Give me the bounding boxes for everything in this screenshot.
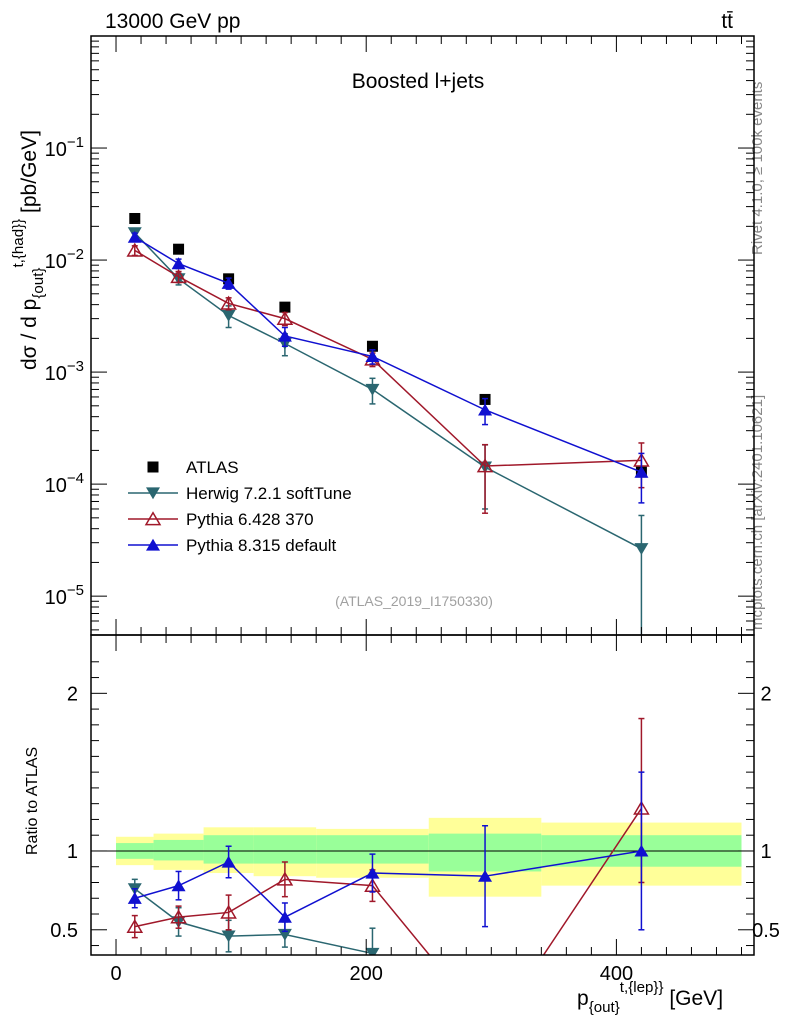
ratio-point: [277, 928, 292, 941]
uncertainty-band-inner: [153, 839, 204, 861]
legend-label: Herwig 7.2.1 softTune: [186, 484, 352, 503]
ratio-point: [127, 891, 142, 904]
y-tick-label: 10−4: [45, 470, 84, 497]
series-atlas: [129, 212, 647, 478]
data-point: [279, 301, 291, 313]
legend-item: Herwig 7.2.1 softTune: [128, 484, 352, 503]
series-pythia-8-315-default: [127, 230, 649, 504]
side-label-mcplots: mcplots.cern.ch [arXiv:2401.10621]: [749, 395, 766, 630]
uncertainty-band-inner: [253, 835, 317, 864]
x-axis-label: p{out}t,{lep}} [GeV]: [577, 979, 723, 1016]
y-tick-label-left: 0.5: [50, 920, 78, 942]
y-tick-label-left: 2: [67, 683, 78, 705]
ratio-point: [365, 866, 380, 879]
y-tick-label-right: 2: [760, 683, 771, 705]
data-point: [129, 212, 141, 224]
header-right: tt̄: [721, 10, 733, 33]
legend-item: ATLAS: [147, 458, 239, 477]
ratio-frame: [90, 634, 755, 956]
ratio-line: [134, 807, 643, 955]
svg-text:dσ / d p{out}t,{had}} [pb/GeV]: dσ / d p{out}t,{had}} [pb/GeV]: [10, 130, 47, 370]
y-tick-label-left: 1: [67, 841, 78, 863]
legend-marker: [146, 538, 160, 551]
legend-label: Pythia 8.315 default: [186, 536, 337, 555]
data-point: [221, 277, 236, 289]
legend-label: ATLAS: [186, 458, 239, 477]
svg-text:p{out}t,{lep}} [GeV]: p{out}t,{lep}} [GeV]: [577, 979, 723, 1016]
ratio-point: [365, 947, 380, 955]
ratio-point: [221, 930, 236, 943]
y-tick-label-right: 0.5: [752, 920, 780, 942]
ratio-point: [277, 910, 292, 923]
series-line: [134, 236, 642, 473]
ratio-point: [221, 855, 236, 868]
series-line: [134, 249, 642, 467]
data-point: [126, 242, 144, 257]
y-tick-label: 10−3: [45, 358, 84, 385]
data-point: [221, 309, 236, 322]
legend-marker: [147, 461, 159, 473]
data-point: [634, 543, 649, 556]
watermark: (ATLAS_2019_I1750330): [335, 593, 493, 609]
y-axis-label-bottom: Ratio to ATLAS: [24, 747, 41, 855]
legend-marker: [144, 511, 162, 526]
data-point: [170, 268, 187, 284]
data-point: [365, 350, 380, 363]
header-left: 13000 GeV pp: [105, 10, 240, 33]
ratio-point: [276, 871, 294, 886]
ratio-point: [171, 879, 186, 892]
y-tick-label: 10−2: [45, 246, 84, 273]
ratio-series-pythia-8-315-default: [127, 771, 649, 933]
data-point: [171, 257, 186, 270]
data-point: [277, 329, 292, 342]
legend: ATLAS Herwig 7.2.1 softTune Pythia 6.428 3…: [128, 458, 352, 555]
x-tick-label: 400: [600, 963, 633, 985]
data-point: [476, 458, 494, 473]
x-tick-label: 200: [350, 963, 383, 985]
top-series-group: [126, 212, 650, 635]
data-point: [220, 295, 237, 310]
ratio-series-group: [126, 717, 650, 955]
data-point: [173, 243, 185, 255]
side-label-rivet: Rivet 4.1.0, ≥ 100k events: [749, 82, 766, 255]
legend-item: Pythia 6.428 370: [128, 510, 314, 529]
ratio-point: [126, 918, 144, 933]
ratio-point: [634, 844, 649, 857]
data-point: [276, 310, 294, 325]
data-point: [127, 230, 142, 243]
legend-item: Pythia 8.315 default: [128, 536, 337, 555]
data-point: [478, 403, 493, 416]
data-point: [634, 465, 649, 478]
plot-title: Boosted l+jets: [352, 70, 485, 93]
legend-label: Pythia 6.428 370: [186, 510, 314, 529]
y-tick-label-right: 1: [760, 841, 771, 863]
ratio-point: [170, 909, 187, 924]
y-tick-label: 10−1: [45, 134, 84, 161]
legend-marker: [146, 487, 160, 500]
x-tick-label: 0: [110, 963, 121, 985]
data-point: [366, 340, 378, 352]
ratio-point: [220, 904, 237, 919]
top-panel: 10−5 10−4 10−3 10−2 10−1: [45, 35, 755, 636]
y-axis-label-top: dσ / d p{out}t,{had}} [pb/GeV]: [10, 130, 47, 370]
ratio-point: [478, 869, 493, 882]
y-tick-label: 10−5: [45, 582, 84, 609]
ratio-panel: 0 200 400 0.5 0.5 1 1 2 2: [50, 634, 780, 985]
data-point: [365, 383, 380, 396]
